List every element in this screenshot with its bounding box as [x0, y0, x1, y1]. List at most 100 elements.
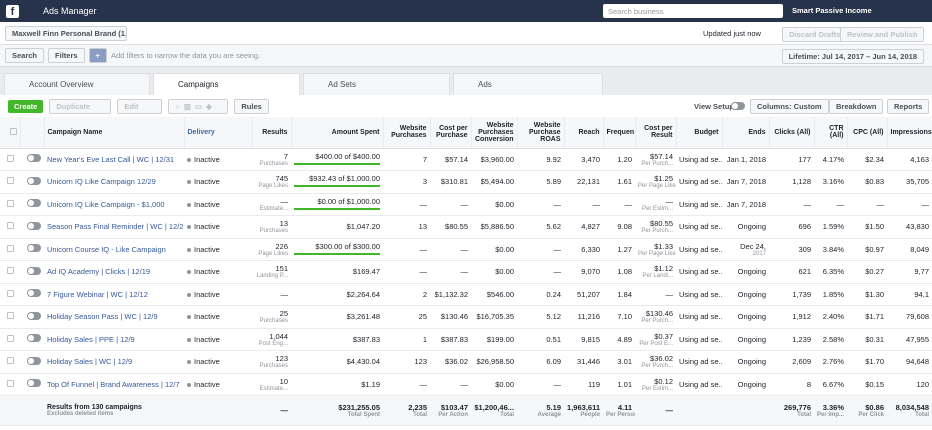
search-button[interactable]: Search: [5, 48, 45, 63]
cell: 1.20: [603, 148, 635, 171]
column-header[interactable]: Website Purchases Conversion: [471, 117, 518, 149]
date-range[interactable]: Lifetime: Jul 14, 2017 – Jun 14, 2018: [781, 49, 924, 64]
cell: Ongoing: [722, 350, 769, 374]
column-header[interactable]: Frequen: [603, 117, 636, 149]
toggle[interactable]: [27, 334, 41, 343]
checkbox[interactable]: [6, 199, 14, 207]
toggle[interactable]: [27, 176, 41, 185]
view-setup[interactable]: View Setup: [694, 102, 734, 111]
column-header[interactable]: Ends: [722, 117, 770, 149]
column-header[interactable]: Cost per Purchase: [430, 117, 472, 149]
campaign-name[interactable]: 7 Figure Webinar | WC | 12/12: [44, 283, 184, 306]
cell-subtext: Total: [413, 412, 427, 418]
column-header[interactable]: Results: [252, 117, 292, 149]
add-filter[interactable]: +: [88, 48, 107, 63]
tab[interactable]: Ad Sets: [303, 73, 450, 95]
cell: $57.14: [430, 148, 471, 171]
checkbox[interactable]: [9, 127, 17, 135]
checkbox[interactable]: [6, 177, 14, 185]
checkbox[interactable]: [6, 312, 14, 320]
reports-button[interactable]: Reports: [887, 99, 930, 114]
tab[interactable]: Campaigns: [153, 73, 300, 95]
breakdown-button[interactable]: Breakdown: [829, 99, 884, 114]
edit-button[interactable]: Edit: [117, 98, 163, 114]
cell: 123: [383, 350, 430, 374]
cell-text: —: [280, 406, 289, 415]
review-publish[interactable]: Review and Publish: [840, 27, 925, 42]
toggle[interactable]: [27, 266, 41, 275]
campaign-name[interactable]: Ad IQ Academy | Clicks | 12/19: [44, 260, 184, 284]
campaign-name[interactable]: Holiday Season Pass | WC | 12/9: [44, 305, 184, 329]
checkbox[interactable]: [6, 334, 14, 342]
cell: $0.00: [471, 373, 517, 396]
discard-drafts[interactable]: Discard Drafts: [782, 27, 848, 42]
column-header[interactable]: Website Purchase ROAS: [517, 117, 565, 149]
column-header[interactable]: Amount Spent: [291, 117, 384, 149]
column-header[interactable]: CPC (All): [847, 117, 888, 149]
campaign-name[interactable]: Unicorn IQ Like Campaign - $1,000: [44, 193, 184, 216]
column-header[interactable]: Cost per Result: [635, 117, 677, 149]
checkbox[interactable]: [6, 244, 14, 252]
checkbox[interactable]: [6, 222, 14, 230]
column-header[interactable]: Impressions: [887, 117, 932, 149]
column-header[interactable]: Budget: [676, 117, 723, 149]
toggle[interactable]: [27, 154, 41, 163]
view-setup-toggle[interactable]: [731, 102, 745, 110]
cell: Using ad se...: [676, 305, 722, 329]
row-toggle: [20, 373, 44, 396]
filters-button[interactable]: Filters: [48, 48, 85, 63]
campaign-name[interactable]: Holiday Sales | PPE | 12/9: [44, 328, 184, 351]
checkbox[interactable]: [6, 267, 14, 275]
facebook-logo[interactable]: f: [6, 4, 19, 18]
tabs: Account Overview Campaigns Ad Sets Ads: [0, 67, 932, 95]
search-business[interactable]: Search business: [603, 4, 783, 18]
cell: —: [383, 193, 430, 216]
checkbox[interactable]: [6, 379, 14, 387]
checkbox[interactable]: [6, 154, 14, 162]
duplicate-button[interactable]: Duplicate: [49, 98, 112, 114]
column-header[interactable]: Clicks (All): [769, 117, 815, 149]
toggle[interactable]: [27, 379, 41, 388]
header-toggle: [20, 117, 45, 149]
account-name[interactable]: Smart Passive Income: [792, 6, 872, 15]
cell-text: $0.00: [495, 267, 514, 277]
summary-row: Results from 130 campaigns Excludes delet…: [0, 395, 932, 426]
checkbox[interactable]: [6, 289, 14, 297]
delivery: Inactive: [184, 215, 252, 239]
row-checkbox: [0, 305, 20, 329]
rules-button[interactable]: Rules: [234, 98, 269, 114]
account-select[interactable]: Maxwell Finn Personal Brand (1...: [5, 25, 127, 41]
checkbox[interactable]: [6, 357, 14, 365]
column-header[interactable]: Reach: [564, 117, 604, 149]
cell-text: $0.31: [865, 334, 884, 344]
campaign-name[interactable]: Unicorn Course IQ - Like Campaign: [44, 238, 184, 261]
campaign-name[interactable]: New Year's Eve Last Call | WC | 12/31: [44, 148, 184, 171]
cell: 9.08: [603, 215, 635, 239]
status-dot: [187, 180, 191, 185]
toggle[interactable]: [27, 221, 41, 230]
campaign-name[interactable]: Season Pass Final Reminder | WC | 12/23: [44, 215, 184, 239]
toggle[interactable]: [27, 356, 41, 365]
column-header[interactable]: Campaign Name: [44, 117, 185, 149]
tab[interactable]: Account Overview: [4, 73, 150, 95]
campaign-name[interactable]: Unicorn IQ Like Campaign 12/29: [44, 170, 184, 194]
create-button[interactable]: Create: [8, 99, 44, 113]
campaign-name[interactable]: Holiday Sales | WC | 12/9: [44, 350, 184, 374]
tab[interactable]: Ads: [453, 73, 603, 95]
cell: 8: [769, 373, 814, 396]
toggle[interactable]: [27, 244, 41, 253]
delivery: Inactive: [184, 350, 252, 374]
column-header[interactable]: Website Purchases: [383, 117, 431, 149]
action-icons[interactable]: ○▥▭◆: [168, 98, 229, 114]
campaign-name[interactable]: Top Of Funnel | Brand Awareness | 12/7: [44, 373, 184, 396]
toggle[interactable]: [27, 311, 41, 320]
campaign-row: Unicorn Course IQ - Like Campaign Inactiv…: [0, 238, 932, 261]
columns-button[interactable]: Columns: Custom: [750, 99, 829, 114]
toggle[interactable]: [27, 199, 41, 208]
cell-text: Using ad se...: [679, 199, 722, 209]
account-bar: Maxwell Finn Personal Brand (1... Update…: [0, 22, 932, 45]
column-header[interactable]: CTR (All): [814, 117, 848, 149]
cell: $0.00: [471, 193, 517, 216]
column-header[interactable]: Delivery: [184, 117, 253, 149]
toggle[interactable]: [27, 289, 41, 298]
